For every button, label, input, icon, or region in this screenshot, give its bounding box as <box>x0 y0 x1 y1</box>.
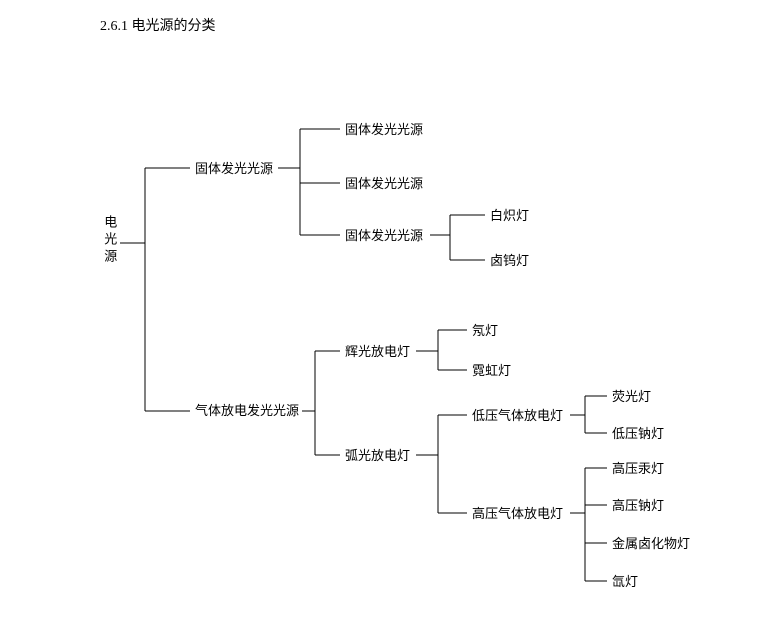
tree-connectors <box>0 0 760 629</box>
